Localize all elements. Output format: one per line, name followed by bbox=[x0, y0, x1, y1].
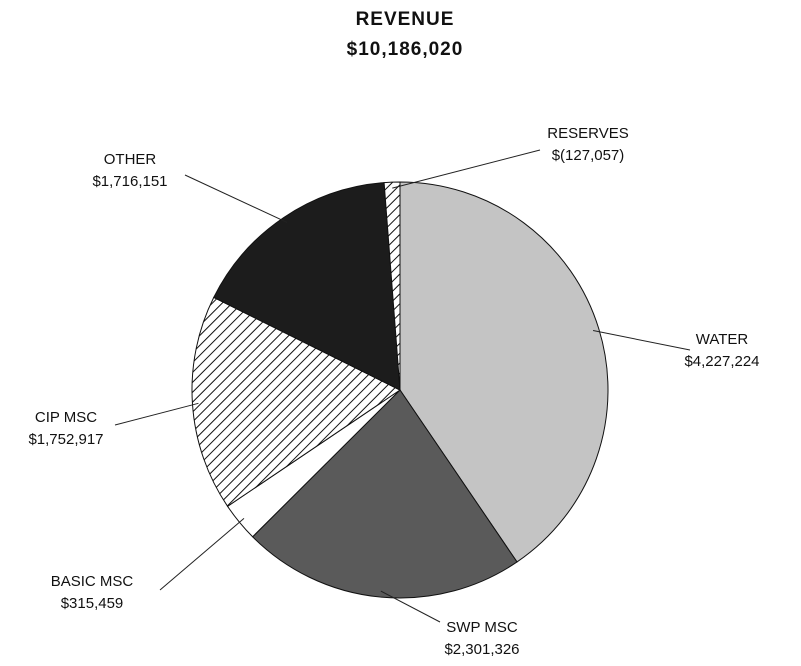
slice-value-label: $(127,057) bbox=[552, 147, 625, 164]
slice-label: CIP MSC bbox=[35, 409, 97, 426]
slice-value-label: $4,227,224 bbox=[684, 353, 759, 370]
slice-value-label: $1,752,917 bbox=[28, 431, 103, 448]
pie-slice bbox=[383, 181, 401, 391]
pie-slice bbox=[191, 296, 401, 508]
slice-label: WATER bbox=[696, 331, 749, 348]
slice-label: RESERVES bbox=[547, 125, 628, 142]
slice-label: OTHER bbox=[104, 151, 157, 168]
pie-slice bbox=[213, 182, 401, 391]
slice-label: BASIC MSC bbox=[51, 573, 134, 590]
chart-title: REVENUE bbox=[356, 9, 455, 30]
pie-slice bbox=[399, 181, 609, 563]
slice-value-label: $315,459 bbox=[61, 595, 124, 612]
leader-line bbox=[592, 330, 691, 351]
leader-line bbox=[159, 517, 245, 591]
chart-subtitle: $10,186,020 bbox=[347, 39, 464, 60]
leader-line bbox=[392, 149, 541, 189]
slice-label: SWP MSC bbox=[446, 619, 518, 636]
slice-value-label: $1,716,151 bbox=[92, 173, 167, 190]
pie-slice bbox=[251, 389, 518, 599]
leader-line bbox=[380, 590, 441, 623]
slice-value-label: $2,301,326 bbox=[444, 641, 519, 658]
leader-line bbox=[114, 402, 199, 426]
leader-line bbox=[184, 174, 288, 223]
